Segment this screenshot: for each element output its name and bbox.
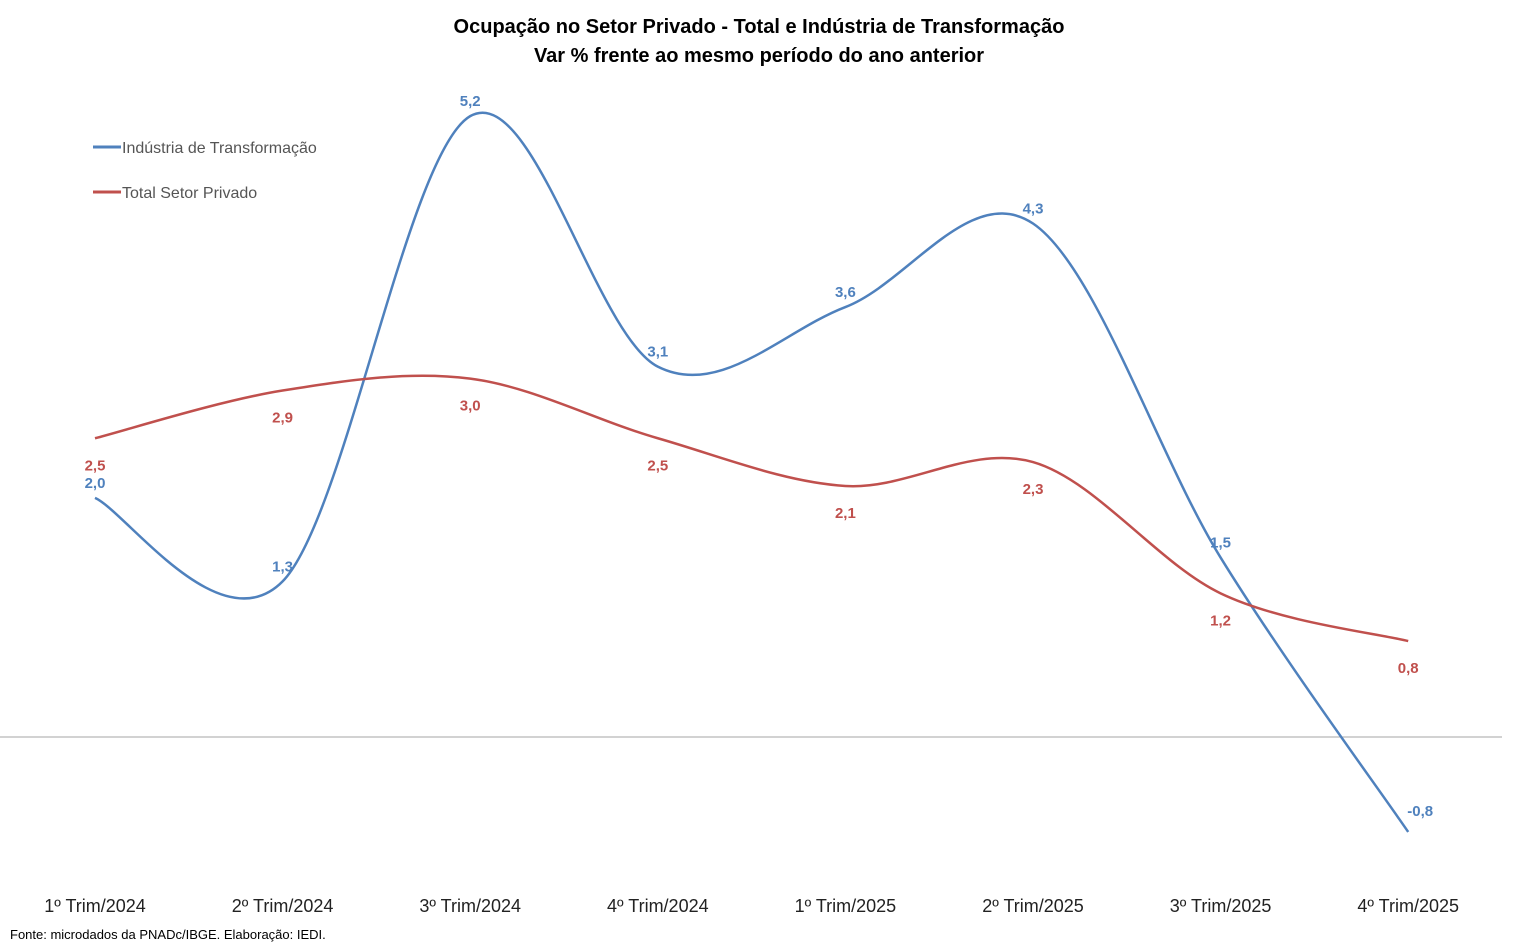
data-label: 2,0 [85, 475, 106, 492]
data-label: -0,8 [1407, 803, 1433, 820]
series-line-1 [94, 374, 1409, 643]
data-label: 0,8 [1398, 660, 1419, 677]
data-label: 4,3 [1023, 201, 1044, 218]
data-label: 2,9 [272, 410, 293, 427]
data-label: 2,3 [1023, 481, 1044, 498]
data-label: 2,1 [835, 505, 856, 522]
data-label: 5,2 [460, 93, 481, 110]
data-label: 1,2 [1210, 612, 1231, 629]
source-note: Fonte: microdados da PNADc/IBGE. Elabora… [10, 927, 326, 942]
data-label: 1,5 [1210, 535, 1231, 552]
chart-subtitle: Var % frente ao mesmo período do ano ant… [534, 45, 984, 67]
data-label: 3,0 [460, 398, 481, 415]
x-tick-label: 3º Trim/2025 [1170, 896, 1272, 916]
chart-title: Ocupação no Setor Privado - Total e Indú… [454, 16, 1065, 38]
data-label: 1,3 [272, 558, 293, 575]
x-tick-label: 1º Trim/2024 [44, 896, 146, 916]
legend-label-industria: Indústria de Transformação [122, 140, 317, 157]
data-label: 3,1 [647, 344, 668, 361]
x-tick-label: 2º Trim/2024 [232, 896, 334, 916]
series-line-0 [94, 111, 1410, 833]
data-label: 3,6 [835, 284, 856, 301]
legend-label-total: Total Setor Privado [122, 185, 257, 202]
x-tick-label: 3º Trim/2024 [419, 896, 521, 916]
x-tick-label: 4º Trim/2025 [1357, 896, 1459, 916]
data-label: 2,5 [85, 457, 106, 474]
legend: Indústria de Transformação Total Setor P… [93, 140, 317, 202]
x-tick-label: 4º Trim/2024 [607, 896, 709, 916]
x-tick-label: 2º Trim/2025 [982, 896, 1084, 916]
x-tick-label: 1º Trim/2025 [795, 896, 897, 916]
data-label: 2,5 [647, 457, 668, 474]
